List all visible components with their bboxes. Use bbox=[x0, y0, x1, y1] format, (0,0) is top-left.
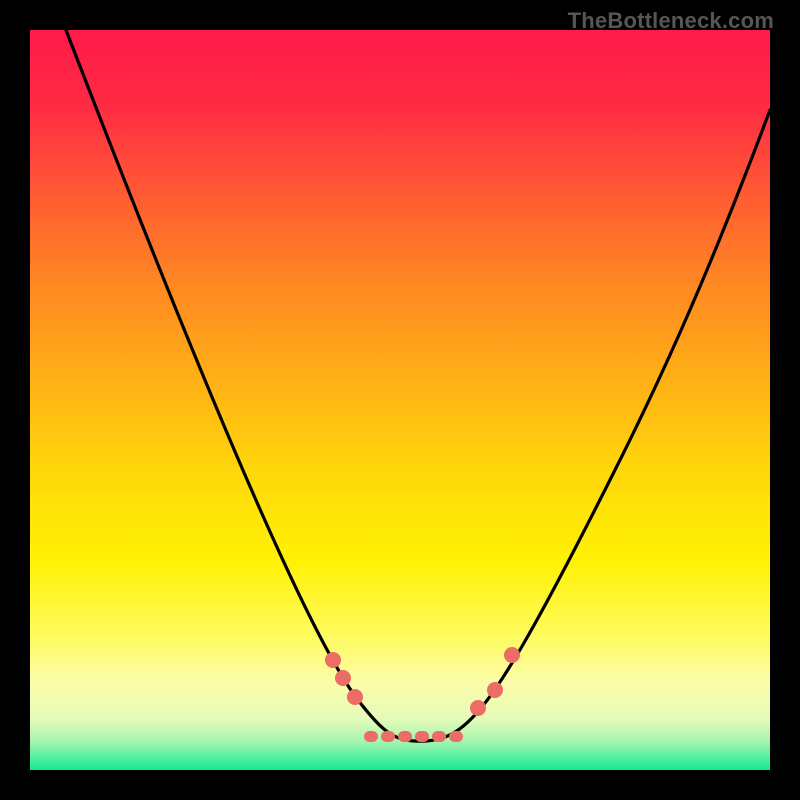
curve-marker bbox=[347, 689, 363, 705]
watermark-text: TheBottleneck.com bbox=[568, 8, 774, 34]
curve-bottom-bead bbox=[398, 731, 412, 742]
curve-bottom-bead bbox=[381, 731, 395, 742]
chart-root: { "meta": { "source_watermark": "TheBott… bbox=[0, 0, 800, 800]
bottleneck-curve bbox=[0, 0, 800, 800]
curve-bottom-bead bbox=[364, 731, 378, 742]
curve-marker bbox=[335, 670, 351, 686]
curve-path bbox=[66, 30, 770, 741]
curve-bottom-bead bbox=[449, 731, 463, 742]
curve-marker bbox=[470, 700, 486, 716]
curve-marker bbox=[504, 647, 520, 663]
curve-bottom-bead bbox=[415, 731, 429, 742]
curve-marker bbox=[325, 652, 341, 668]
curve-bottom-bead bbox=[432, 731, 446, 742]
curve-marker bbox=[487, 682, 503, 698]
